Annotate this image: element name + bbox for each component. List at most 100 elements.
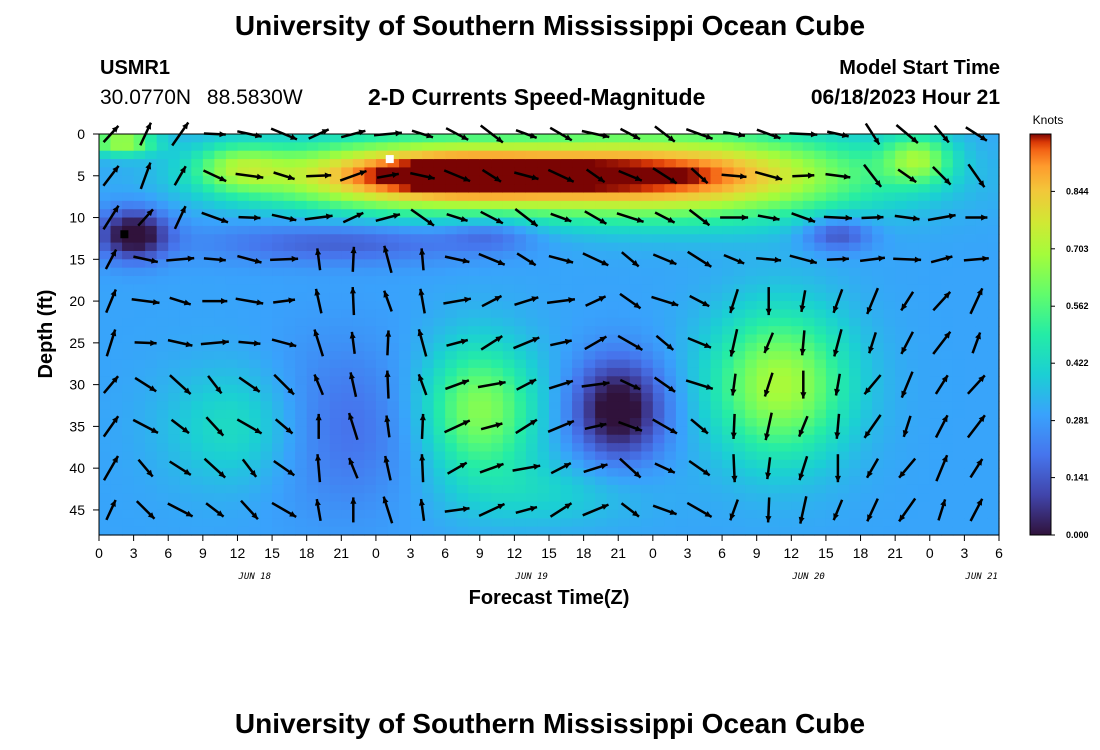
heat-cell <box>675 301 689 311</box>
current-arrow-head <box>978 375 985 383</box>
heat-cell <box>352 334 365 344</box>
heat-cell <box>237 301 250 311</box>
current-arrow-head <box>666 343 674 350</box>
heat-cell <box>525 192 539 202</box>
heat-cell <box>606 142 619 152</box>
heat-cell <box>791 142 804 152</box>
heat-cell <box>814 443 827 453</box>
heat-cell <box>525 443 539 453</box>
heat-cell <box>975 451 989 461</box>
heat-cell <box>272 192 285 202</box>
heat-cell <box>341 200 354 210</box>
heat-cell <box>964 292 977 302</box>
current-arrow-head <box>843 173 851 180</box>
heat-cell <box>941 426 954 436</box>
heat-cell <box>814 367 827 377</box>
heat-cell <box>410 167 423 177</box>
heat-cell <box>525 392 539 402</box>
heat-cell <box>387 384 400 394</box>
heat-cell <box>618 326 631 336</box>
heat-cell <box>329 476 342 486</box>
heat-cell <box>687 342 700 352</box>
heat-cell <box>779 459 792 469</box>
heat-cell <box>179 376 192 386</box>
heat-cell <box>814 184 827 194</box>
current-arrow-head <box>765 516 772 523</box>
heat-cell <box>306 276 319 285</box>
heat-cell <box>514 459 527 469</box>
heat-cell <box>860 409 873 419</box>
heat-cell <box>779 326 792 336</box>
heat-cell <box>756 276 769 285</box>
heat-cell <box>410 401 423 411</box>
heat-cell <box>491 242 504 252</box>
heat-cell <box>191 267 204 277</box>
heat-cell <box>964 351 977 361</box>
heat-cell <box>168 175 181 185</box>
heat-cell <box>733 309 746 319</box>
heat-cell <box>733 392 746 402</box>
heat-cell <box>779 392 792 402</box>
heat-cell <box>375 326 389 336</box>
heat-cell <box>168 526 181 536</box>
heat-cell <box>249 159 262 169</box>
current-arrow-head <box>349 331 356 339</box>
heat-cell <box>387 301 400 311</box>
heat-cell <box>156 418 169 427</box>
heat-cell <box>779 292 792 302</box>
heat-cell <box>975 418 989 427</box>
heat-cell <box>664 225 677 235</box>
heat-cell <box>987 209 1000 219</box>
heat-cell <box>399 443 412 453</box>
heat-cell <box>756 134 769 143</box>
heat-cell <box>399 167 412 177</box>
heat-cell <box>456 284 469 294</box>
heat-cell <box>733 200 746 210</box>
heat-cell <box>514 192 527 202</box>
heat-cell <box>733 334 746 344</box>
heat-cell <box>929 443 942 453</box>
heat-cell <box>675 175 689 185</box>
heat-cell <box>399 459 412 469</box>
heat-cell <box>283 209 296 219</box>
heat-cell <box>433 284 446 294</box>
current-arrow-head <box>348 413 354 420</box>
heat-cell <box>583 184 596 194</box>
heat-cell <box>491 192 504 202</box>
heat-cell <box>537 384 550 394</box>
heat-cell <box>837 359 850 369</box>
heat-cell <box>272 518 285 528</box>
heat-cell <box>975 401 989 411</box>
heat-cell <box>525 526 539 536</box>
heat-cell <box>560 342 573 352</box>
heat-cell <box>733 142 746 152</box>
heat-cell <box>756 351 769 361</box>
date-label: JUN 19 <box>514 572 548 582</box>
heat-cell <box>168 192 181 202</box>
heat-cell <box>191 526 204 536</box>
heat-cell <box>502 175 515 185</box>
current-arrow-head <box>418 499 425 506</box>
heat-cell <box>341 367 354 377</box>
heat-cell <box>375 367 389 377</box>
heat-cell <box>329 234 342 244</box>
heat-cell <box>952 234 965 244</box>
heat-cell <box>664 309 677 319</box>
heat-cell <box>814 401 827 411</box>
heat-cell <box>352 342 365 352</box>
heat-cell <box>179 476 192 486</box>
heat-cell <box>410 225 423 235</box>
heat-cell <box>722 501 735 511</box>
heat-cell <box>606 150 619 160</box>
heat-cell <box>629 501 642 511</box>
heat-cell <box>975 167 989 177</box>
heat-cell <box>433 443 446 453</box>
heat-cell <box>364 150 377 160</box>
heat-cell <box>745 259 758 269</box>
heat-cell <box>987 518 1000 528</box>
heat-cell <box>849 142 862 152</box>
heat-cell <box>618 259 631 269</box>
heat-cell <box>699 476 712 486</box>
heat-cell <box>214 167 227 177</box>
heat-cell <box>629 518 642 528</box>
